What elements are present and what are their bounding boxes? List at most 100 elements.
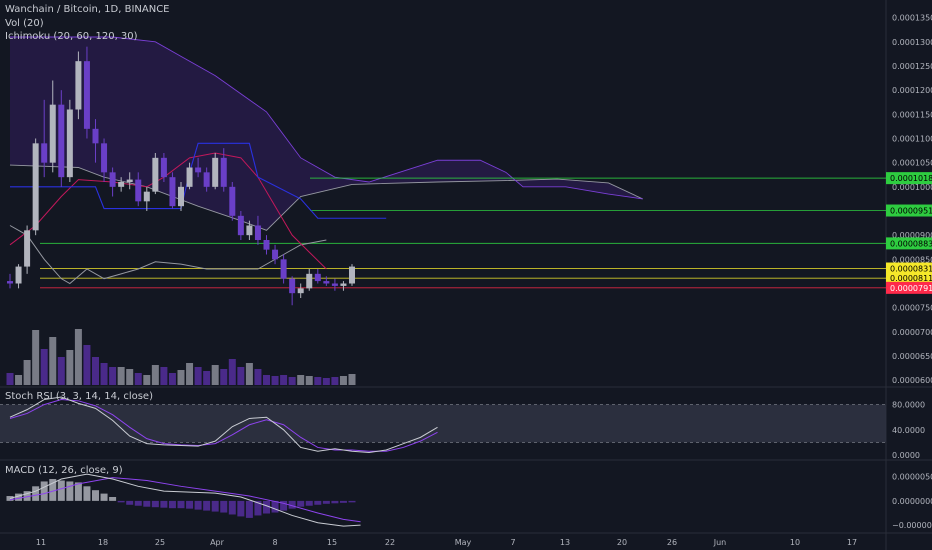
candle-body (126, 179, 133, 182)
volume-bar (32, 330, 40, 385)
price-tick-label: 0.0001200 (892, 86, 932, 95)
candle-body (212, 157, 219, 187)
volume-bar (74, 329, 82, 385)
candle-body (143, 191, 150, 202)
candle-body (220, 157, 227, 187)
volume-bar (134, 373, 142, 385)
price-tick-label: 0.0000850 (892, 255, 932, 264)
stoch-tick-label: 40.0000 (892, 426, 925, 435)
macd-histogram-bar (194, 500, 202, 510)
level-badge-label: 0.0000791 (890, 284, 932, 293)
macd-histogram-bar (177, 500, 185, 509)
level-badge (886, 272, 932, 285)
macd-tick-label: 0.0000050 (892, 473, 932, 482)
volume-bar (15, 375, 23, 385)
macd-histogram-bar (220, 500, 228, 513)
price-tick-label: 0.0000600 (892, 376, 932, 385)
macd-histogram-bar (314, 500, 322, 505)
macd-histogram-bar (83, 486, 91, 501)
macd-histogram-bar (151, 500, 159, 508)
volume-bar (57, 357, 65, 385)
macd-histogram-bar (254, 500, 262, 516)
macd-legend[interactable]: MACD (12, 26, close, 9) (5, 465, 123, 476)
macd-histogram-bar (211, 500, 219, 512)
volume-bar (297, 375, 305, 385)
macd-histogram-bar (49, 479, 57, 501)
volume-bar (83, 345, 91, 385)
volume-bar (92, 357, 99, 385)
macd-histogram-bar (134, 500, 142, 506)
time-tick-label: 8 (272, 538, 277, 547)
volume-bar (331, 377, 339, 385)
level-badge (886, 204, 932, 217)
volume-legend[interactable]: Vol (20) (5, 18, 44, 29)
level-badge-label: 0.0001018 (890, 174, 932, 183)
volume-bar (271, 376, 279, 385)
volume-bar (168, 373, 176, 385)
candle-body (135, 179, 142, 202)
candle-body (92, 128, 99, 144)
kijun-line (10, 142, 387, 219)
price-tick-label: 0.0000900 (892, 231, 932, 240)
macd-histogram-bar (271, 500, 279, 513)
time-tick-label: 17 (847, 538, 857, 547)
macd-histogram-bar (348, 500, 356, 503)
time-tick-label: 15 (327, 538, 337, 547)
macd-histogram-bar (117, 500, 125, 503)
symbol-title[interactable]: Wanchain / Bitcoin, 1D, BINANCE (5, 4, 170, 15)
candle-body (323, 281, 330, 284)
ichimoku-legend[interactable]: Ichimoku (20, 60, 120, 30) (5, 31, 138, 42)
level-badge-label: 0.0000951 (890, 207, 932, 216)
tenkan-line (9, 152, 327, 270)
stoch-tick-label: 80.0000 (892, 401, 925, 410)
macd-histogram-bar (74, 482, 82, 501)
macd-histogram-bar (331, 500, 339, 504)
level-badge-label: 0.0000811 (890, 274, 932, 283)
candle-body (109, 172, 116, 187)
volume-bar (186, 363, 194, 385)
volume-bar (339, 376, 347, 385)
chikou-line (9, 225, 327, 285)
volume-bar (177, 370, 185, 385)
candle-body (152, 157, 159, 192)
level-badge-label: 0.0000831 (890, 265, 932, 274)
candle-body (272, 249, 279, 260)
volume-bar (254, 369, 262, 385)
candle-body (58, 104, 65, 178)
time-tick-label: Apr (210, 538, 225, 547)
macd-histogram-bar (23, 491, 31, 501)
macd-histogram-bar (143, 500, 151, 507)
macd-histogram-bar (263, 500, 270, 514)
candle-body (118, 182, 125, 187)
candle-body (297, 288, 304, 294)
volume-bar (237, 367, 245, 385)
macd-histogram-bar (297, 500, 305, 507)
time-tick-label: 11 (36, 538, 46, 547)
volume-bar (263, 375, 270, 385)
stoch-rsi-legend[interactable]: Stoch RSI (3, 3, 14, 14, close) (5, 391, 153, 402)
macd-histogram-bar (66, 481, 74, 501)
price-tick-label: 0.0001300 (892, 38, 932, 47)
price-tick-label: 0.0000700 (892, 328, 932, 337)
macd-tick-label: 0.0000000 (892, 497, 932, 506)
candle-body (203, 172, 210, 187)
candle-body (41, 143, 48, 163)
macd-histogram-bar (160, 500, 168, 508)
macd-histogram-bar (57, 480, 65, 501)
candle-body (75, 61, 82, 110)
macd-line (9, 473, 361, 527)
candle-body (49, 104, 56, 163)
cloud-span-b (10, 36, 643, 200)
candle-body (237, 215, 244, 236)
volume-bar (288, 377, 296, 385)
volume-bar (211, 365, 219, 385)
macd-histogram-bar (32, 486, 40, 501)
macd-histogram-bar (92, 490, 99, 501)
stoch-tick-label: 0.0000 (892, 451, 920, 460)
stoch-d-line (9, 399, 438, 452)
stoch-k-line (9, 396, 438, 453)
candle-body (229, 186, 236, 216)
volume-bar (40, 349, 48, 385)
